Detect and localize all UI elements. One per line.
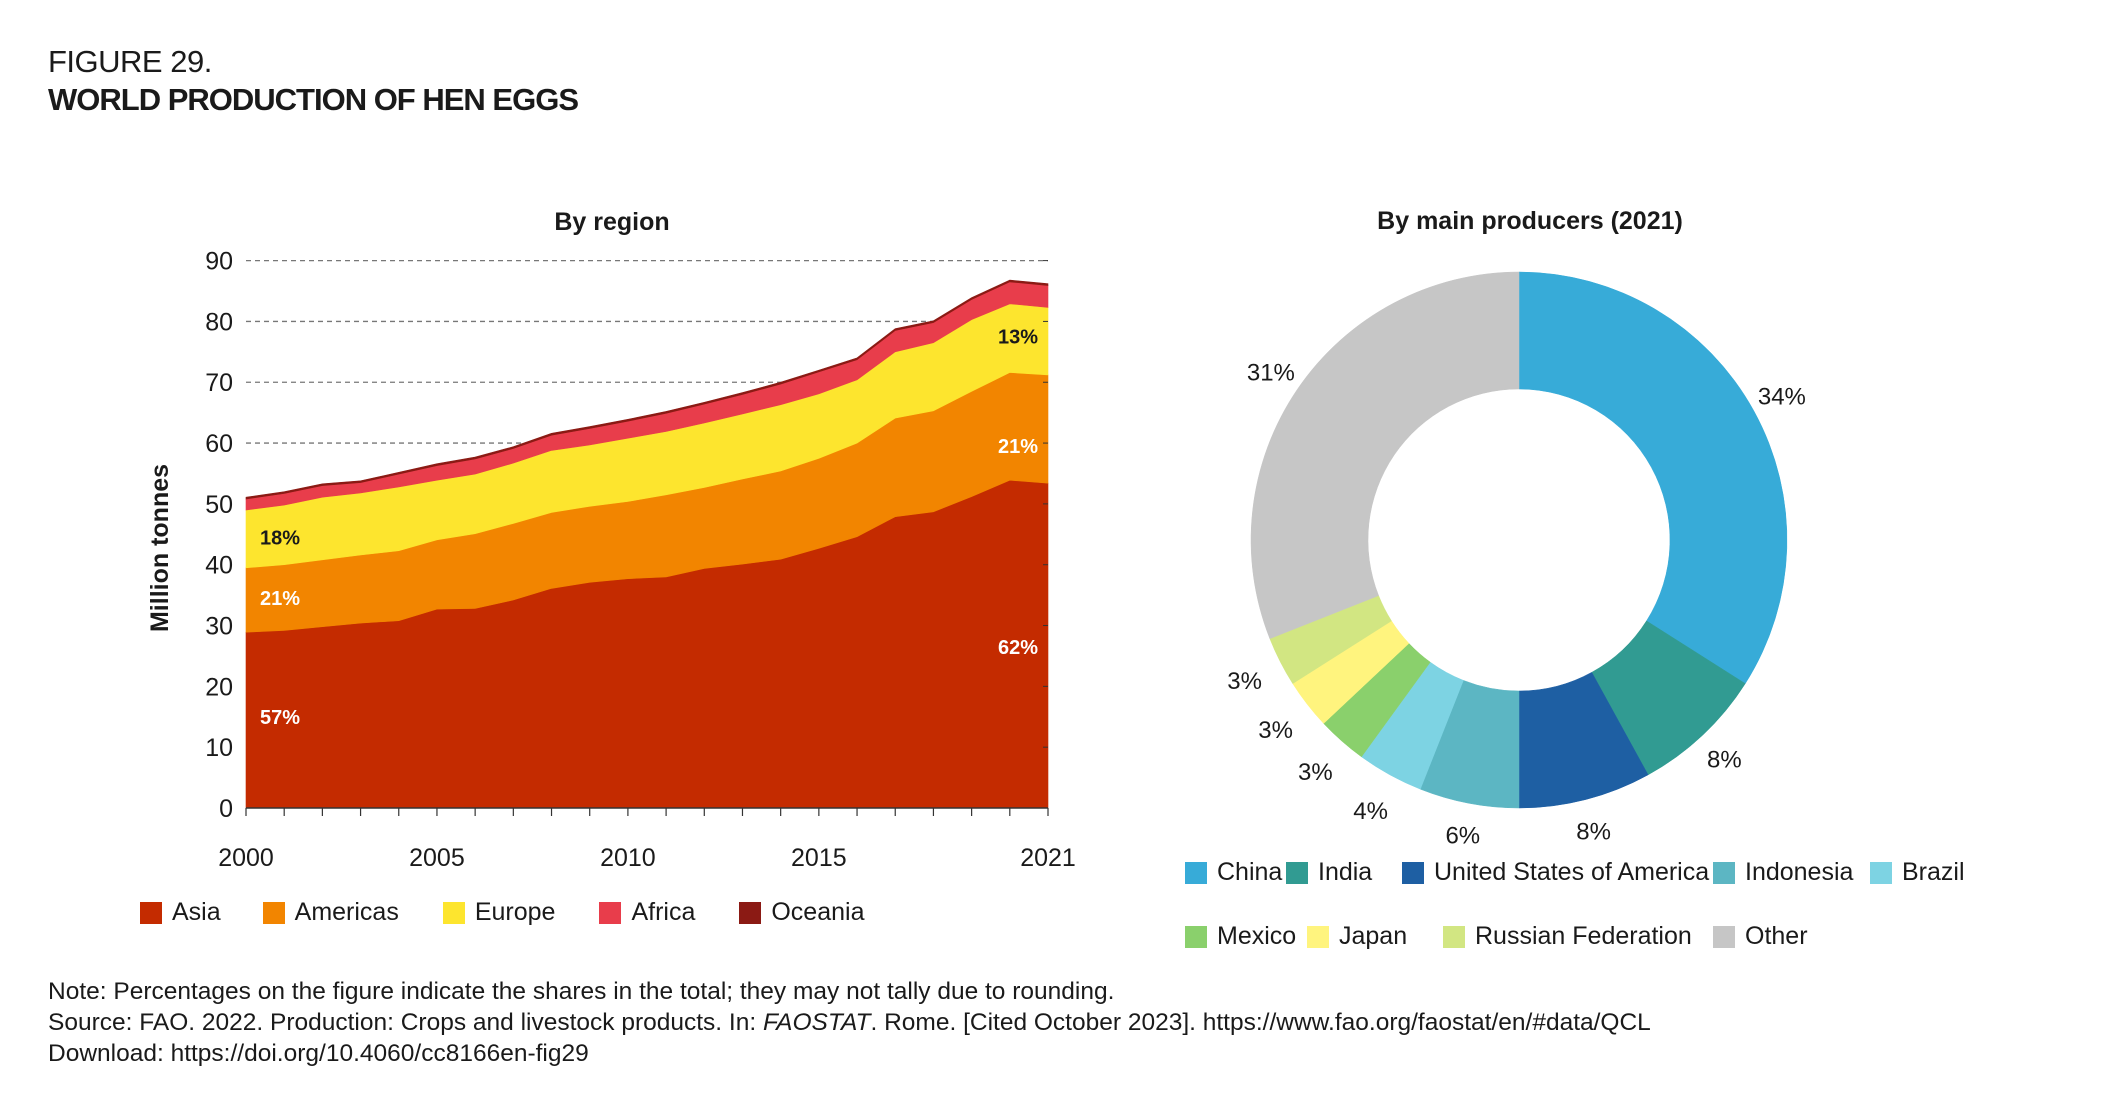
share-label: 18%	[260, 527, 300, 549]
area-legend: Asia Americas Europe Africa Oceania	[140, 898, 864, 927]
legend-item-brazil: Brazil	[1870, 858, 1965, 887]
source-prefix: Source: FAO. 2022. Production: Crops and…	[48, 1009, 763, 1036]
source-italic: FAOSTAT	[762, 1009, 871, 1036]
y-tick-label: 90	[205, 248, 233, 276]
share-label: 21%	[998, 436, 1038, 458]
y-tick-label: 10	[205, 734, 233, 762]
legend-label: China	[1217, 858, 1283, 886]
legend-swatch	[1286, 861, 1308, 884]
share-label: 62%	[998, 637, 1038, 659]
donut-pct-label: 31%	[1247, 359, 1295, 386]
donut-slices	[1250, 271, 1788, 809]
donut-pct-label: 8%	[1576, 819, 1611, 846]
legend-label: Japan	[1339, 922, 1408, 950]
donut-pct-label: 34%	[1758, 383, 1806, 410]
legend-swatch	[1713, 925, 1735, 948]
legend-item-united-states-of-america: United States of America	[1402, 858, 1709, 887]
note-text: Note: Percentages on the figure indicate…	[48, 978, 1115, 1005]
legend-label: Asia	[172, 898, 221, 926]
y-tick-label: 30	[205, 613, 233, 641]
share-label: 21%	[260, 588, 300, 610]
legend-swatch	[442, 901, 465, 924]
download-link[interactable]: Download: https://doi.org/10.4060/cc8166…	[48, 1040, 589, 1067]
share-label: 13%	[998, 327, 1038, 349]
donut-pct-label: 4%	[1353, 798, 1388, 825]
legend-swatch	[1185, 861, 1207, 884]
source-text: Source: FAO. 2022. Production: Crops and…	[48, 1009, 1651, 1037]
legend-item-other: Other	[1713, 922, 1808, 951]
x-tick-label: 2015	[791, 844, 847, 872]
area-annotations: 57% 21% 18% 62% 21% 13%	[260, 327, 1038, 729]
legend-label: Americas	[294, 898, 399, 926]
donut-pct-label: 3%	[1298, 759, 1333, 786]
y-tick-label: 70	[205, 369, 233, 397]
donut-pct-label: 8%	[1707, 747, 1742, 774]
axes: 0 10 20 30 40 50 60 70 80 90 2000 2005 2010 2015 2021 M…	[146, 248, 1076, 872]
legend-label: Africa	[631, 898, 696, 926]
legend-item-africa: Africa	[599, 898, 695, 927]
legend-label: India	[1318, 858, 1373, 886]
y-tick-label: 20	[205, 673, 233, 701]
figure-title: WORLD PRODUCTION OF HEN EGGS	[48, 82, 579, 117]
share-label: 57%	[260, 707, 300, 729]
donut-labels: 34%8%8%6%4%3%3%3%31%	[1227, 359, 1806, 849]
y-tick-label: 0	[219, 795, 233, 823]
legend-item-china: China	[1185, 858, 1282, 887]
area-chart-title: By region	[554, 208, 670, 236]
legend-swatch	[1402, 861, 1424, 884]
y-tick-label: 60	[205, 430, 233, 458]
legend-swatch	[1870, 861, 1892, 884]
legend-swatch	[1185, 925, 1207, 948]
legend-swatch	[262, 901, 285, 924]
donut-pct-label: 3%	[1258, 717, 1293, 744]
donut-slice-china	[1518, 271, 1788, 684]
legend-item-asia: Asia	[140, 898, 221, 927]
legend-item-europe: Europe	[442, 898, 556, 927]
donut-chart-title: By main producers (2021)	[1377, 207, 1683, 235]
legend-swatch	[739, 901, 762, 924]
x-tick-label: 2000	[218, 844, 274, 872]
donut-slice-other	[1250, 271, 1520, 639]
legend-label: Europe	[474, 898, 556, 926]
y-tick-label: 40	[205, 552, 233, 580]
donut-pct-label: 6%	[1445, 823, 1480, 850]
x-tick-label: 2021	[1020, 844, 1076, 872]
legend-item-india: India	[1286, 858, 1372, 887]
legend-swatch	[140, 901, 162, 924]
x-tick-label: 2005	[409, 844, 465, 872]
legend-swatch	[1443, 925, 1465, 948]
x-tick-label: 2010	[600, 844, 656, 872]
legend-label: United States of America	[1434, 858, 1710, 886]
legend-swatch	[1713, 861, 1735, 884]
legend-item-oceania: Oceania	[739, 898, 864, 927]
legend-label: Oceania	[771, 898, 865, 926]
legend-item-indonesia: Indonesia	[1713, 858, 1853, 887]
legend-item-americas: Americas	[262, 898, 399, 927]
y-tick-label: 80	[205, 308, 233, 336]
legend-label: Other	[1745, 922, 1808, 950]
figure-number: FIGURE 29.	[48, 44, 212, 79]
area-series	[245, 279, 1049, 809]
y-tick-label: 50	[205, 491, 233, 519]
donut-pct-label: 3%	[1227, 668, 1262, 695]
legend-item-japan: Japan	[1307, 922, 1407, 951]
legend-label: Brazil	[1902, 858, 1965, 886]
y-axis-label: Million tonnes	[146, 464, 174, 632]
legend-swatch	[599, 901, 622, 924]
source-suffix: . Rome. [Cited October 2023]. https://ww…	[870, 1009, 1651, 1036]
legend-label: Mexico	[1217, 922, 1297, 950]
legend-swatch	[1307, 925, 1329, 948]
legend-label: Russian Federation	[1475, 922, 1692, 950]
legend-item-russian-federation: Russian Federation	[1443, 922, 1692, 951]
area-oceania	[245, 279, 1049, 500]
legend-label: Indonesia	[1745, 858, 1854, 886]
legend-item-mexico: Mexico	[1185, 922, 1296, 951]
